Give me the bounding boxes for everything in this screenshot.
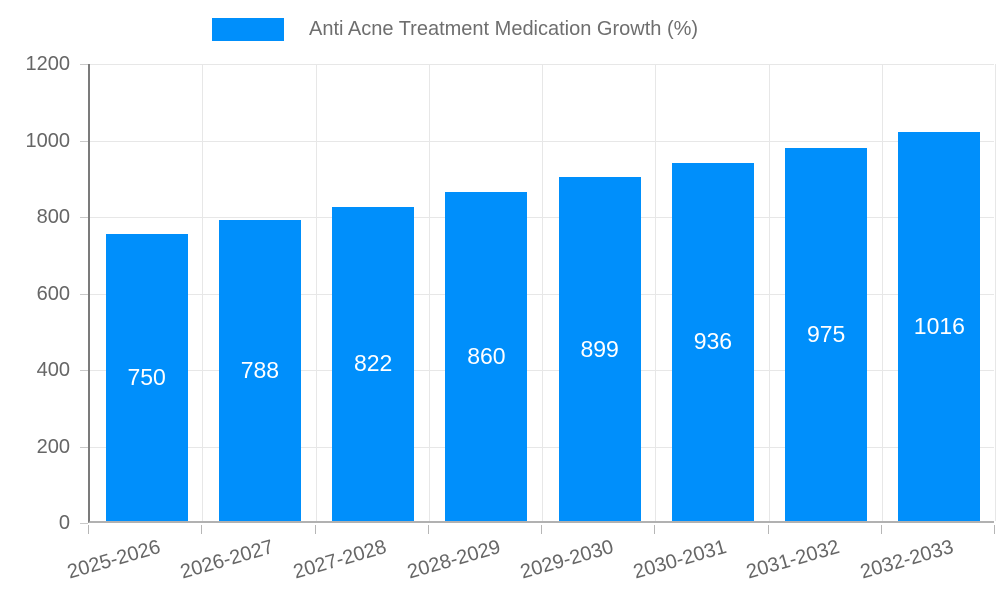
gridline-vertical	[542, 64, 543, 521]
x-axis-tick	[654, 525, 656, 534]
gridline-vertical	[202, 64, 204, 521]
x-axis-tick	[427, 525, 429, 534]
bar[interactable]: 788	[218, 219, 301, 521]
bar-value-label: 899	[580, 335, 619, 362]
bar-value-label: 750	[127, 364, 166, 391]
x-axis-tick	[767, 525, 769, 534]
x-axis-category-label: 2028-2029	[404, 535, 503, 584]
legend-label: Anti Acne Treatment Medication Growth (%…	[309, 18, 699, 40]
y-axis-tick	[80, 140, 88, 142]
y-axis-tick-label: 1200	[25, 53, 71, 75]
bar-value-label: 1016	[913, 313, 965, 340]
x-axis-tick	[201, 525, 203, 534]
y-axis-tick-label: 400	[36, 359, 70, 381]
x-axis-tick	[314, 525, 316, 534]
y-axis-tick	[80, 217, 88, 218]
bar-value-label: 936	[693, 328, 733, 355]
bar-value-label: 860	[467, 343, 506, 370]
legend[interactable]: Anti Acne Treatment Medication Growth (%…	[212, 18, 698, 41]
gridline-vertical	[881, 64, 883, 521]
y-axis-tick	[80, 370, 88, 371]
y-axis-tick-label: 600	[36, 282, 70, 305]
x-axis-category-label: 2031-2032	[744, 535, 843, 584]
bar[interactable]: 750	[105, 234, 188, 521]
y-axis-tick	[80, 64, 88, 65]
gridline-vertical	[655, 64, 657, 521]
y-axis-tick	[80, 293, 88, 295]
x-axis-tick	[541, 525, 542, 534]
x-axis-tick	[994, 525, 995, 534]
x-axis-category-label: 2029-2030	[517, 535, 616, 584]
y-axis-tick-label: 0	[58, 512, 70, 534]
x-axis-category-label: 2026-2027	[178, 535, 277, 584]
bar[interactable]: 899	[558, 177, 641, 521]
legend-swatch-icon	[212, 18, 284, 41]
x-axis-category-label: 2030-2031	[631, 535, 730, 584]
bar[interactable]: 1016	[898, 132, 981, 521]
plot-area: 750 788 822 860 899 936 975 1016	[88, 64, 996, 523]
y-axis-tick-label: 200	[36, 435, 70, 458]
bar[interactable]: 860	[445, 192, 528, 521]
bar-value-label: 975	[806, 321, 846, 348]
y-axis-tick-label: 1000	[25, 129, 71, 152]
y-axis-tick	[80, 523, 88, 524]
x-axis-category-label: 2032-2033	[857, 535, 956, 584]
gridline-vertical	[428, 64, 430, 521]
bar[interactable]: 975	[785, 148, 868, 521]
gridline-vertical	[768, 64, 770, 521]
bar-value-label: 788	[240, 356, 280, 383]
x-axis-tick	[880, 525, 882, 534]
gridline-vertical	[995, 64, 996, 521]
bar[interactable]: 822	[332, 206, 415, 521]
x-axis-category-label: 2027-2028	[291, 535, 390, 584]
gridline-vertical	[315, 64, 317, 521]
y-axis-tick-label: 800	[36, 206, 70, 228]
bar[interactable]: 936	[671, 162, 754, 521]
bar-value-label: 822	[353, 350, 393, 377]
x-axis-category-label: 2025-2026	[64, 535, 163, 584]
y-axis-tick	[80, 446, 88, 448]
x-axis-tick	[88, 525, 89, 534]
